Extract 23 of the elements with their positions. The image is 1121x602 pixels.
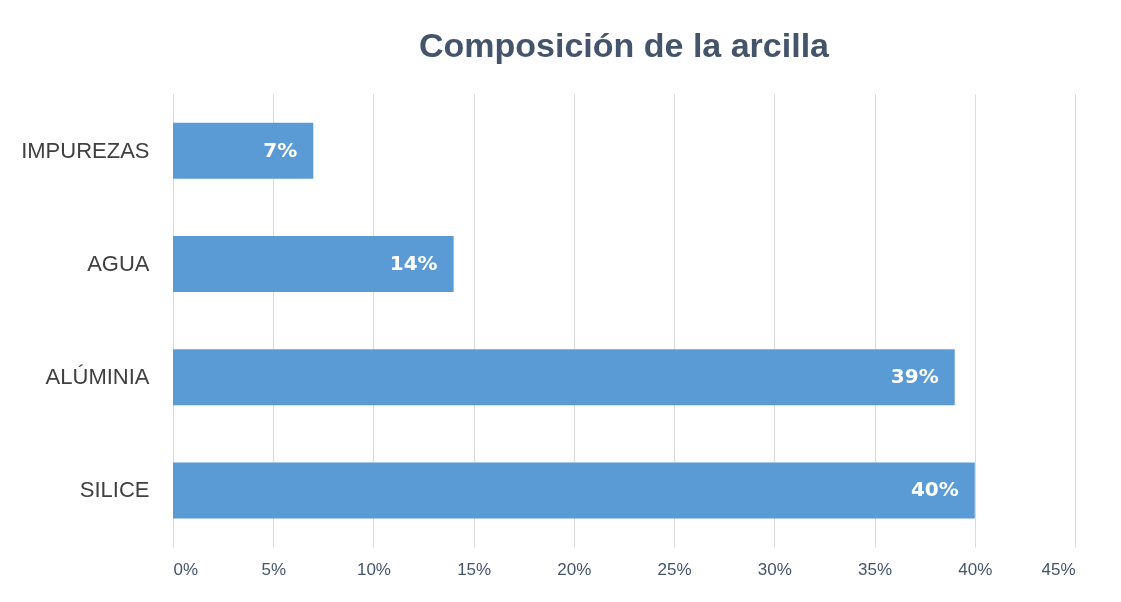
y-tick-label: IMPUREZAS <box>21 137 150 163</box>
x-tick-label: 40% <box>958 559 993 579</box>
y-tick-label: AGUA <box>87 250 150 276</box>
y-tick-label: ALÚMINIA <box>45 364 150 390</box>
bar <box>173 462 975 519</box>
y-tick-label: SILICE <box>79 477 150 503</box>
x-tick-label: 45% <box>1041 559 1076 579</box>
bar <box>173 122 314 179</box>
data-label: 7% <box>263 137 298 162</box>
x-tick-label: 15% <box>457 559 492 579</box>
x-tick-label: 0% <box>173 559 199 579</box>
chart-title: Composición de la arcilla <box>418 26 831 64</box>
data-label: 39% <box>890 364 939 389</box>
x-tick-label: 10% <box>356 559 391 579</box>
bar <box>173 349 955 406</box>
bar <box>173 235 454 292</box>
data-label: 14% <box>389 250 438 275</box>
x-tick-label: 30% <box>757 559 792 579</box>
data-label: 40% <box>910 477 959 502</box>
x-tick-label: 35% <box>858 559 893 579</box>
x-tick-label: 20% <box>557 559 592 579</box>
x-tick-label: 25% <box>657 559 692 579</box>
x-tick-label: 5% <box>261 559 287 579</box>
